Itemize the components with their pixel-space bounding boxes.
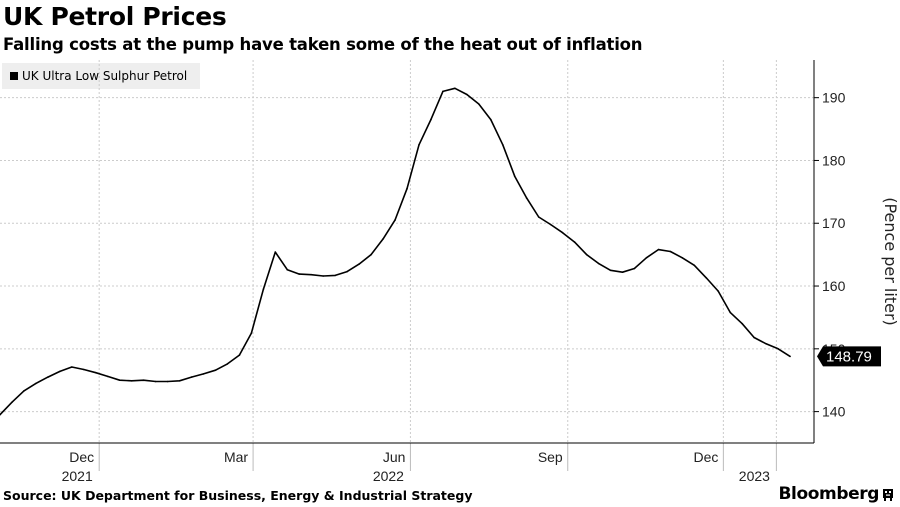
chart-subtitle: Falling costs at the pump have taken som… — [3, 35, 643, 54]
data-point — [597, 262, 600, 265]
data-point — [466, 93, 468, 96]
y-tick-label: 190 — [822, 90, 846, 106]
bloomberg-icon — [882, 487, 894, 501]
data-point — [59, 370, 61, 373]
x-tick-label: Dec — [69, 449, 94, 465]
data-point — [298, 273, 301, 275]
data-point — [358, 263, 360, 265]
data-point — [537, 216, 540, 218]
data-point — [310, 273, 313, 276]
data-point — [95, 371, 97, 374]
data-point — [262, 288, 265, 291]
data-point — [741, 322, 743, 325]
data-point — [549, 223, 552, 226]
data-point — [226, 363, 229, 365]
data-point — [250, 332, 253, 334]
data-point — [23, 390, 25, 392]
data-point — [322, 275, 325, 277]
x-year-label: 2021 — [62, 468, 93, 484]
chart-title: UK Petrol Prices — [3, 2, 227, 31]
data-point — [346, 270, 348, 273]
y-tick-label: 180 — [822, 152, 846, 168]
x-year-label: 2022 — [373, 468, 404, 484]
data-point — [502, 144, 504, 146]
data-point — [645, 257, 648, 259]
data-point — [585, 253, 588, 256]
data-point — [106, 375, 109, 378]
data-point — [274, 251, 277, 253]
brand-name: Bloomberg — [778, 484, 879, 504]
x-tick-label: Dec — [693, 449, 718, 465]
data-point — [729, 311, 731, 314]
data-point — [789, 355, 791, 358]
data-point — [35, 382, 37, 385]
data-point — [334, 274, 337, 277]
data-point — [142, 379, 145, 382]
data-point — [753, 336, 755, 339]
data-point — [71, 366, 73, 368]
data-point — [406, 187, 408, 190]
data-point — [214, 369, 217, 372]
series-line — [0, 87, 791, 416]
data-point — [633, 267, 636, 270]
data-point — [705, 277, 708, 279]
data-point — [47, 376, 49, 378]
data-point — [130, 380, 133, 382]
y-tick-label: 160 — [822, 278, 846, 294]
data-point — [693, 264, 696, 267]
last-value-label: 148.79 — [826, 348, 872, 365]
data-point — [490, 118, 492, 121]
data-point — [394, 219, 396, 221]
x-year-label: 2023 — [739, 468, 770, 484]
data-point — [202, 373, 205, 375]
data-point — [442, 90, 444, 93]
source-note: Source: UK Department for Business, Ener… — [3, 488, 473, 503]
data-point — [478, 103, 480, 105]
data-point — [609, 269, 612, 272]
data-point — [525, 197, 528, 199]
data-point — [83, 368, 85, 371]
data-point — [286, 268, 289, 271]
data-point — [382, 238, 384, 240]
legend-swatch — [10, 72, 18, 80]
data-point — [681, 257, 684, 259]
data-point — [717, 290, 719, 292]
data-point — [11, 401, 13, 404]
data-point — [154, 380, 157, 383]
data-point — [118, 379, 121, 382]
data-point — [370, 253, 372, 256]
data-point — [561, 231, 564, 234]
data-point — [777, 348, 779, 350]
data-point — [430, 118, 432, 121]
data-point — [454, 87, 456, 90]
data-point — [0, 413, 1, 416]
legend: UK Ultra Low Sulphur Petrol — [2, 63, 200, 89]
legend-label: UK Ultra Low Sulphur Petrol — [22, 69, 188, 83]
data-point — [513, 175, 516, 177]
data-point — [669, 250, 672, 253]
brand-logo: Bloomberg — [778, 484, 894, 504]
data-point — [657, 248, 660, 251]
data-point — [238, 354, 241, 356]
data-point — [418, 144, 420, 146]
y-axis-title: (Pence per liter) — [881, 197, 900, 326]
x-tick-label: Mar — [224, 449, 248, 465]
data-point — [166, 380, 169, 383]
x-tick-label: Jun — [383, 449, 406, 465]
y-tick-label: 170 — [822, 215, 846, 231]
data-point — [621, 271, 624, 274]
data-point — [190, 376, 193, 378]
x-tick-label: Sep — [538, 449, 563, 465]
last-value-badge — [817, 346, 881, 367]
data-point — [765, 343, 767, 345]
data-point — [573, 241, 576, 243]
y-tick-label: 140 — [822, 404, 846, 420]
data-point — [178, 380, 181, 382]
